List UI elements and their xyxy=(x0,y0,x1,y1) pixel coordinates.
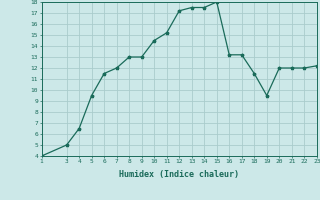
X-axis label: Humidex (Indice chaleur): Humidex (Indice chaleur) xyxy=(119,170,239,179)
